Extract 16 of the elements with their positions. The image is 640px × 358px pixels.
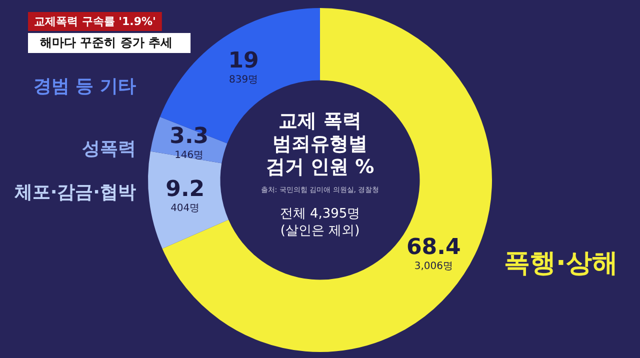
slice-label: 체포·감금·협박 [14,182,136,204]
data-label: 19 [228,48,259,74]
slice-label: 성폭력 [82,138,136,160]
data-label: 68.4 [406,235,461,260]
slice-label: 폭행·상해 [504,248,618,279]
data-label: 3.3 [170,124,209,150]
text: 해마다 꾸준히 증가 추세 [40,36,173,50]
text: 전체 4,395명 (살인은 제외) [280,206,360,238]
text: 3,006명 [414,261,453,272]
text: 839명 [229,74,258,86]
text: 404명 [170,203,200,214]
text: 교제폭력 구속률 '1.9%' [34,14,156,28]
data-label: 9.2 [166,177,205,202]
text: 교제 폭력 범죄유형별 검거 인원 % [266,110,374,178]
text: 146명 [174,150,204,162]
slice-label: 경범 등 기타 [33,76,136,98]
